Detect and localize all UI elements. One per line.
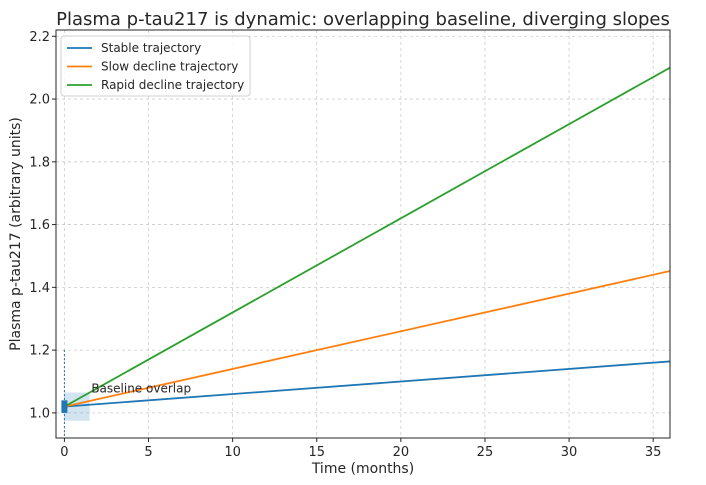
legend-label-2: Rapid decline trajectory [101, 78, 244, 92]
grid [56, 30, 670, 438]
y-axis-label: Plasma p-tau217 (arbitrary units) [8, 117, 24, 351]
legend-box [60, 35, 251, 97]
series-line-1 [64, 270, 671, 408]
series-line-2 [63, 66, 671, 408]
x-tick-label: 35 [645, 445, 662, 460]
chart-title: Plasma p-tau217 is dynamic: overlapping … [56, 9, 670, 30]
y-axis-ticks: 1.0 1.2 1.4 1.6 1.8 2.0 2.2 [29, 30, 56, 421]
y-tick-label: 2.0 [29, 93, 50, 108]
baseline-cluster [61, 350, 68, 438]
x-tick-label: 30 [561, 445, 578, 460]
y-tick-label: 1.2 [29, 344, 50, 359]
plot-frame [55, 29, 671, 439]
y-tick-label: 2.2 [29, 30, 50, 45]
annotation-baseline-overlap: Baseline overlap [91, 381, 191, 395]
x-tick-label: 20 [393, 445, 410, 460]
legend-label-1: Slow decline trajectory [101, 60, 238, 74]
x-tick-label: 25 [477, 445, 494, 460]
x-tick-label: 10 [224, 445, 241, 460]
x-axis-ticks: 0 5 10 15 20 25 30 35 [60, 438, 661, 460]
x-axis-label: Time (months) [311, 461, 414, 477]
y-tick-label: 1.6 [29, 218, 50, 233]
series-line-0 [64, 360, 671, 408]
x-tick-label: 15 [308, 445, 325, 460]
legend: Stable trajectory Slow decline trajectory… [60, 35, 251, 97]
y-tick-label: 1.0 [29, 406, 50, 421]
y-tick-label: 1.8 [29, 155, 50, 170]
baseline-points [61, 400, 68, 413]
series-lines [63, 66, 671, 408]
x-tick-label: 5 [144, 445, 152, 460]
x-tick-label: 0 [60, 445, 68, 460]
y-tick-label: 1.4 [29, 281, 50, 296]
legend-label-0: Stable trajectory [101, 41, 201, 55]
